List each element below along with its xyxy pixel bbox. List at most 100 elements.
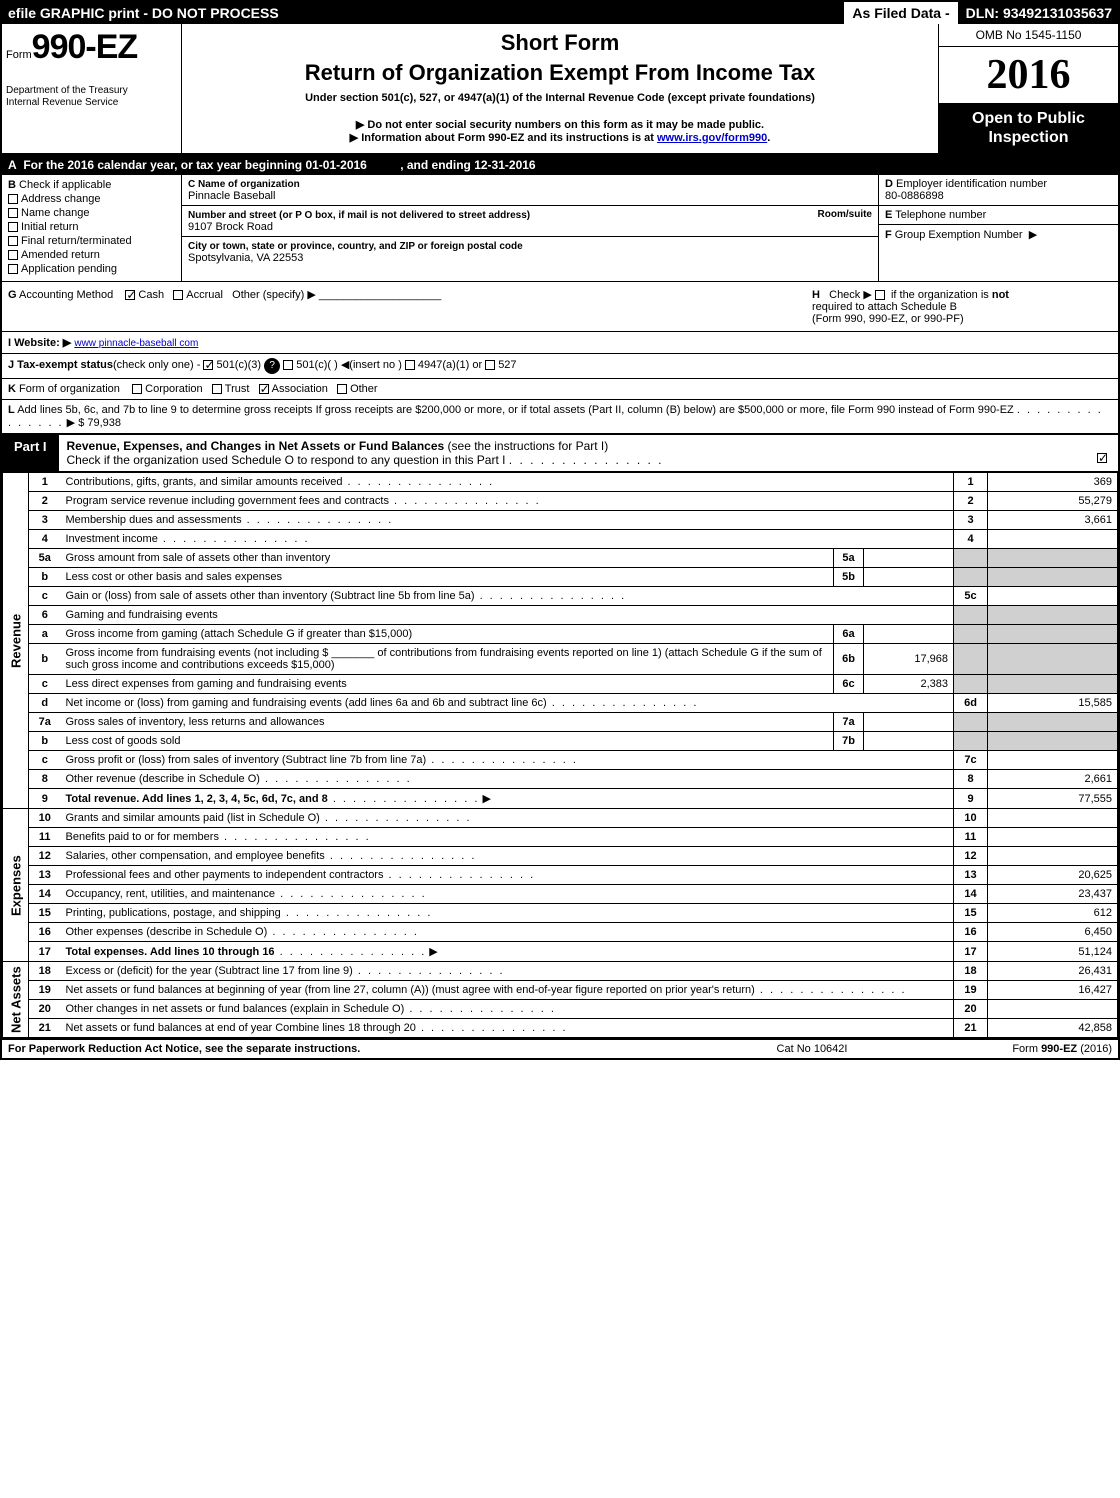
box-number: 20 — [954, 1000, 988, 1019]
box-number: 14 — [954, 885, 988, 904]
h-text4: (Form 990, 990-EZ, or 990-PF) — [812, 313, 964, 325]
line-desc: Net assets or fund balances at end of ye… — [61, 1019, 954, 1038]
colb-checkbox[interactable] — [8, 222, 18, 232]
line-amount: 6,450 — [988, 923, 1118, 942]
sub-label: 6c — [834, 675, 864, 694]
line-desc: Benefits paid to or for members — [61, 828, 954, 847]
h-text3: required to attach Schedule B — [812, 301, 957, 313]
section-bcdef: B Check if applicable Address changeName… — [2, 175, 1118, 282]
line-number: 15 — [29, 904, 61, 923]
l-label: L — [8, 404, 15, 416]
j-501c-checkbox[interactable] — [283, 360, 293, 370]
line-amount: 42,858 — [988, 1019, 1118, 1038]
footer-right-form: 990-EZ — [1041, 1043, 1077, 1055]
footer-mid: Cat No 10642I — [712, 1043, 912, 1055]
j-4947-checkbox[interactable] — [405, 360, 415, 370]
colb-checkbox[interactable] — [8, 236, 18, 246]
line-amount — [988, 751, 1118, 770]
row-gh: G Accounting Method Cash Accrual Other (… — [2, 282, 1118, 332]
line-desc: Contributions, gifts, grants, and simila… — [61, 473, 954, 492]
sub-amount — [864, 713, 954, 732]
colb-checkbox[interactable] — [8, 250, 18, 260]
line-amount — [988, 675, 1118, 694]
line-row: 8Other revenue (describe in Schedule O)8… — [3, 770, 1118, 789]
accrual-checkbox[interactable] — [173, 290, 183, 300]
k-checkbox[interactable] — [132, 384, 142, 394]
k-checkbox[interactable] — [212, 384, 222, 394]
line-row: 9Total revenue. Add lines 1, 2, 3, 4, 5c… — [3, 789, 1118, 809]
sub-label: 7a — [834, 713, 864, 732]
box-number: 21 — [954, 1019, 988, 1038]
line-row: 3Membership dues and assessments33,661 — [3, 511, 1118, 530]
line-row: 12Salaries, other compensation, and empl… — [3, 847, 1118, 866]
line-number: 5a — [29, 549, 61, 568]
box-number: 4 — [954, 530, 988, 549]
top-bar: efile GRAPHIC print - DO NOT PROCESS As … — [2, 2, 1118, 24]
help-icon[interactable]: ? — [264, 358, 280, 374]
cash-checkbox[interactable] — [125, 290, 135, 300]
box-number: 11 — [954, 828, 988, 847]
line-desc: Program service revenue including govern… — [61, 492, 954, 511]
line-desc: Gross income from fundraising events (no… — [61, 644, 834, 675]
j-text: (check only one) - — [113, 359, 200, 371]
dept-line1: Department of the Treasury — [6, 85, 177, 97]
org-name-row: C Name of organization Pinnacle Baseball — [182, 175, 878, 206]
k-opt-label: Other — [350, 383, 378, 395]
line-amount — [988, 606, 1118, 625]
line-number: 14 — [29, 885, 61, 904]
footer-right: Form 990-EZ (2016) — [912, 1043, 1112, 1055]
section-label: Net Assets — [3, 962, 29, 1038]
as-filed-label: As Filed Data - — [844, 2, 959, 24]
phone-row: E Telephone number — [879, 206, 1118, 225]
line-amount: 3,661 — [988, 511, 1118, 530]
line-row: 14Occupancy, rent, utilities, and mainte… — [3, 885, 1118, 904]
omb-number: OMB No 1545-1150 — [939, 24, 1118, 47]
line-row: 6Gaming and fundraising events — [3, 606, 1118, 625]
colb-checkbox[interactable] — [8, 208, 18, 218]
website-link[interactable]: www pinnacle-baseball com — [74, 338, 198, 349]
colb-item: Address change — [8, 193, 175, 205]
colb-checkbox[interactable] — [8, 264, 18, 274]
colb-item: Final return/terminated — [8, 235, 175, 247]
box-number: 13 — [954, 866, 988, 885]
k-checkbox[interactable] — [259, 384, 269, 394]
room-label: Room/suite — [818, 209, 872, 220]
sub-label: 7b — [834, 732, 864, 751]
colb-label: Name change — [21, 207, 90, 219]
line-number: a — [29, 625, 61, 644]
j-501c3-checkbox[interactable] — [203, 360, 213, 370]
short-form-title: Short Form — [192, 30, 928, 56]
h-checkbox[interactable] — [875, 290, 885, 300]
line-desc: Investment income — [61, 530, 954, 549]
irs-link[interactable]: www.irs.gov/form990 — [657, 132, 767, 144]
line-number: 3 — [29, 511, 61, 530]
colb-label: Initial return — [21, 221, 78, 233]
box-number: 19 — [954, 981, 988, 1000]
line-desc: Professional fees and other payments to … — [61, 866, 954, 885]
open-public-badge: Open to Public Inspection — [939, 103, 1118, 153]
k-checkbox[interactable] — [337, 384, 347, 394]
line-amount: 20,625 — [988, 866, 1118, 885]
line-number: 2 — [29, 492, 61, 511]
city-row: City or town, state or province, country… — [182, 237, 878, 267]
line-row: 15Printing, publications, postage, and s… — [3, 904, 1118, 923]
section-label: Expenses — [3, 809, 29, 962]
j-527-checkbox[interactable] — [485, 360, 495, 370]
sub-label: 6a — [834, 625, 864, 644]
box-number — [954, 606, 988, 625]
h-text1: Check ▶ — [829, 289, 872, 301]
org-name: Pinnacle Baseball — [188, 190, 275, 202]
city-label: City or town, state or province, country… — [188, 241, 523, 252]
line-desc: Total expenses. Add lines 10 through 16 … — [61, 942, 954, 962]
part1-checkbox[interactable] — [1097, 453, 1107, 463]
line-desc: Other expenses (describe in Schedule O) — [61, 923, 954, 942]
line-amount: 77,555 — [988, 789, 1118, 809]
k-label: K — [8, 383, 16, 395]
dln-value: 93492131035637 — [1003, 5, 1112, 21]
j-label: J Tax-exempt status — [8, 359, 113, 371]
sub-amount — [864, 549, 954, 568]
line-desc: Less direct expenses from gaming and fun… — [61, 675, 834, 694]
line-desc: Net assets or fund balances at beginning… — [61, 981, 954, 1000]
colb-checkbox[interactable] — [8, 194, 18, 204]
part1-header: Part I Revenue, Expenses, and Changes in… — [2, 435, 1118, 472]
